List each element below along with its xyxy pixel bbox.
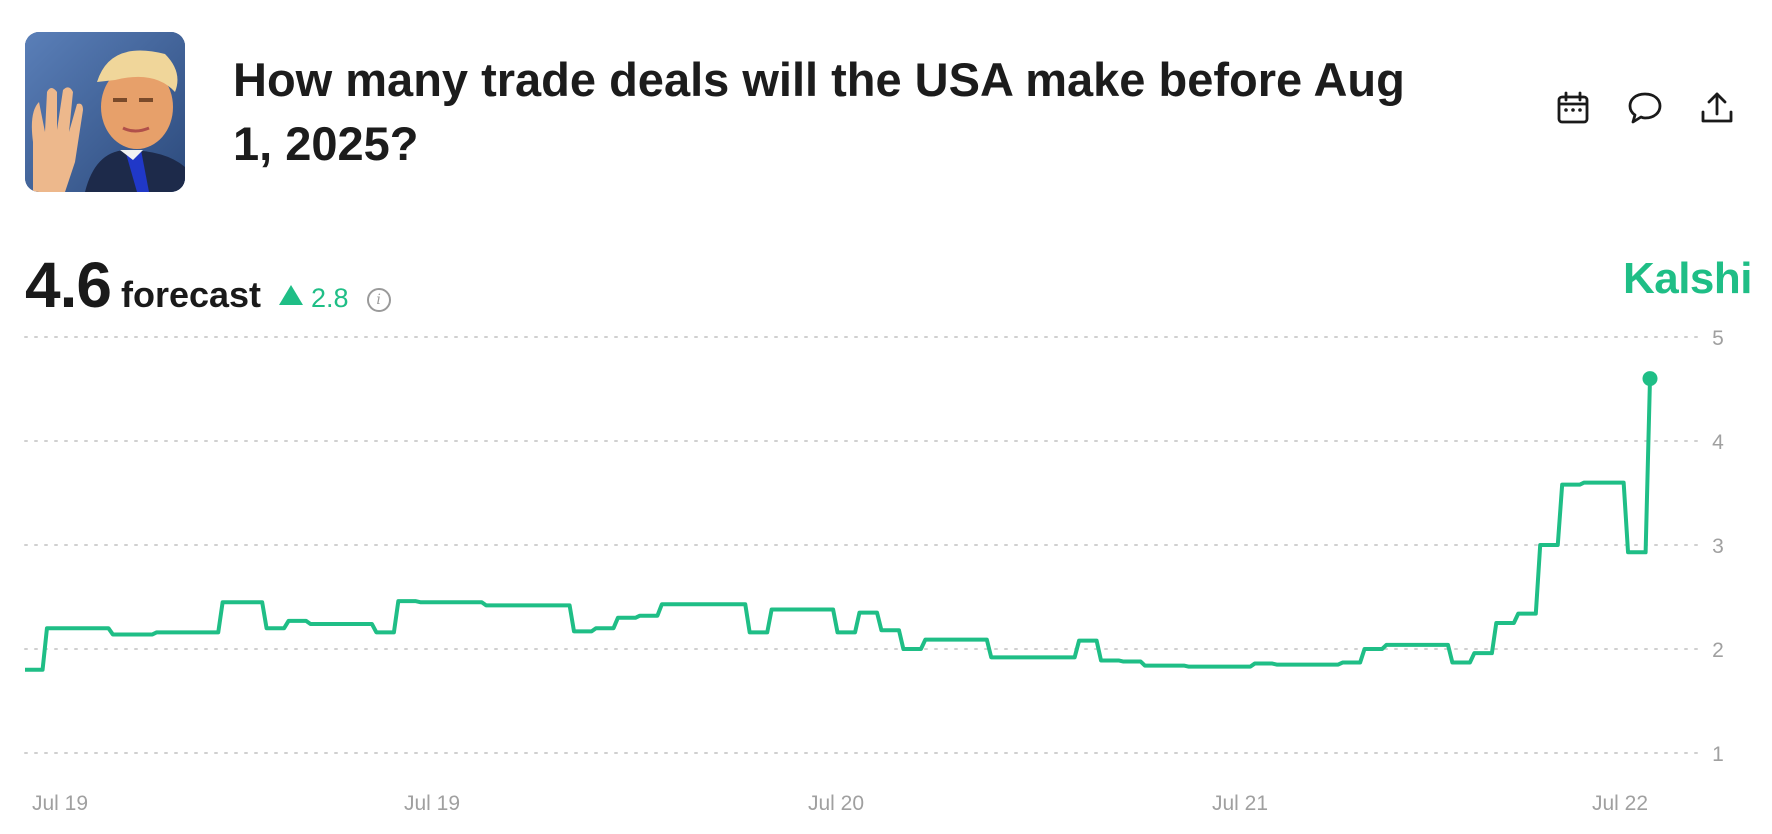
forecast-change-value: 2.8 [311,283,349,313]
forecast-change: 2.8 [279,283,349,314]
market-title: How many trade deals will the USA make b… [233,53,1405,170]
last-point-marker [1642,371,1658,387]
info-icon[interactable]: i [366,288,391,312]
y-tick-label: 3 [1712,535,1724,558]
share-icon[interactable] [1699,90,1735,126]
forecast-summary: 4.6 forecast 2.8 i [25,248,391,322]
x-tick-label: Jul 19 [404,792,460,815]
x-tick-label: Jul 19 [32,792,88,815]
y-tick-label: 1 [1712,743,1724,766]
y-tick-label: 4 [1712,431,1724,454]
arrow-up-icon [279,285,304,305]
header-actions [1555,90,1735,126]
x-tick-label: Jul 20 [808,792,864,815]
market-photo [25,32,185,192]
forecast-value: 4.6 [25,249,112,321]
forecast-label: forecast [120,274,262,315]
forecast-line [25,378,1652,672]
comment-icon[interactable] [1627,90,1663,126]
calendar-icon[interactable] [1555,90,1591,126]
x-tick-label: Jul 21 [1212,792,1268,815]
brand-logo: Kalshi [1622,254,1753,303]
y-tick-label: 2 [1712,639,1724,662]
y-tick-label: 5 [1712,327,1724,350]
market-image [25,32,185,192]
x-tick-label: Jul 22 [1592,792,1648,815]
forecast-chart: 5 4 3 2 1 Jul 19 Jul 19 Jul 20 Jul 21 Jul 22 [24,327,1724,815]
